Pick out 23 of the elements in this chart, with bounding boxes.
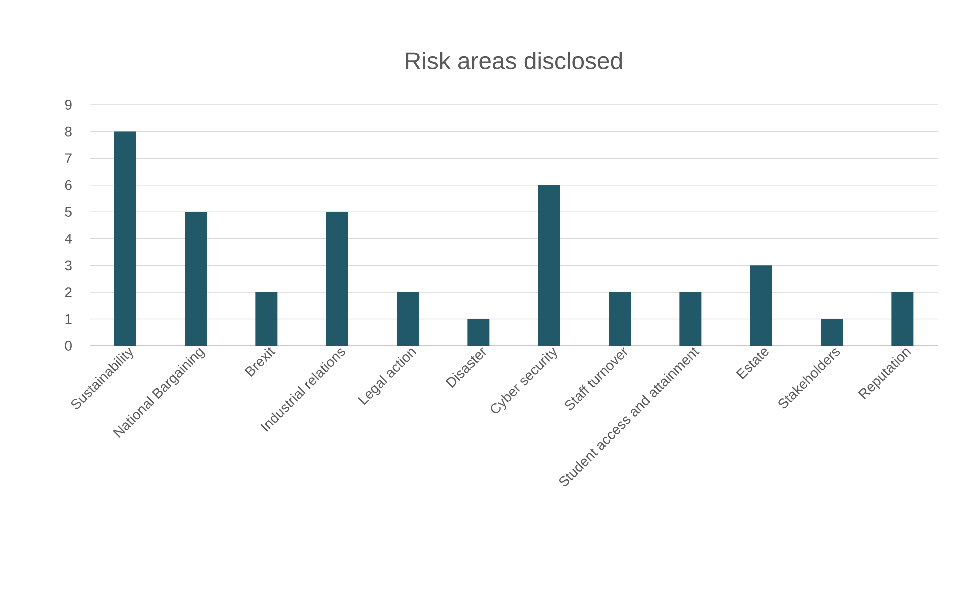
bar	[185, 212, 207, 346]
bar	[892, 292, 914, 346]
y-tick-label: 2	[65, 288, 72, 298]
bar	[609, 292, 632, 346]
bar	[326, 212, 348, 346]
bar	[256, 292, 278, 346]
chart-title: Risk areas disclosed	[406, 52, 622, 70]
y-tick-label: 4	[65, 234, 72, 244]
y-tick-label: 7	[65, 154, 72, 164]
y-tick-label: 5	[65, 207, 72, 217]
y-tick-label: 0	[65, 341, 72, 351]
y-tick-label: 8	[65, 126, 72, 137]
y-tick-label: 3	[65, 260, 72, 271]
bar	[680, 292, 702, 346]
y-tick-label: 1	[66, 314, 72, 324]
bar	[538, 185, 560, 346]
bar	[821, 319, 844, 346]
y-tick-label: 9	[65, 100, 72, 110]
bar	[114, 132, 136, 346]
bar	[397, 292, 420, 346]
bar	[468, 319, 490, 346]
bar	[750, 266, 772, 346]
y-tick-label: 6	[65, 180, 72, 190]
